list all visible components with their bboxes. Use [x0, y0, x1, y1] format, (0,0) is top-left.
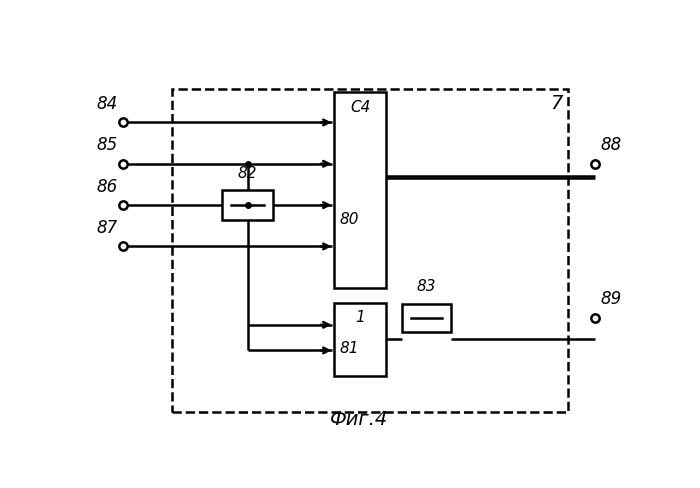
Bar	[222, 190, 273, 220]
Bar	[335, 303, 386, 376]
Bar	[172, 89, 568, 412]
Text: 1: 1	[355, 310, 365, 325]
Text: 87: 87	[96, 219, 118, 237]
Text: 85: 85	[96, 136, 118, 154]
Text: 83: 83	[416, 279, 436, 294]
Bar	[335, 92, 386, 288]
Text: 89: 89	[600, 290, 622, 308]
Text: Фиг.4: Фиг.4	[330, 410, 388, 428]
Text: 81: 81	[340, 341, 359, 356]
Text: С4: С4	[350, 100, 370, 115]
Text: 82: 82	[238, 166, 258, 181]
Text: 88: 88	[600, 136, 622, 154]
Text: 86: 86	[96, 178, 118, 196]
Text: 7: 7	[550, 94, 562, 113]
Text: 80: 80	[340, 212, 359, 227]
Text: 84: 84	[96, 95, 118, 113]
Bar	[402, 304, 451, 332]
